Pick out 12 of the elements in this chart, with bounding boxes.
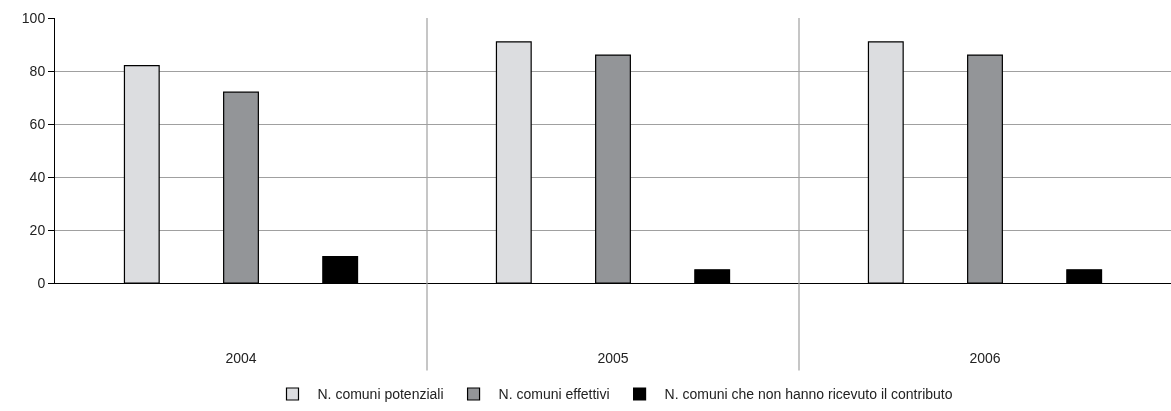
y-tick-label: 40	[29, 168, 46, 185]
x-tick-label: 2006	[969, 349, 1001, 366]
y-tick-label: 0	[37, 274, 46, 291]
y-tick-label: 80	[29, 62, 46, 79]
x-tick-label: 2005	[597, 349, 629, 366]
y-tick-label: 20	[29, 221, 46, 238]
legend-label: N. comuni potenziali	[317, 386, 444, 403]
y-tick-label: 100	[21, 9, 46, 26]
x-tick-label: 2004	[225, 349, 257, 366]
y-tick-label: 60	[29, 115, 46, 132]
legend-label: N. comuni effettivi	[498, 386, 610, 403]
legend-label: N. comuni che non hanno ricevuto il contributo	[664, 386, 953, 403]
